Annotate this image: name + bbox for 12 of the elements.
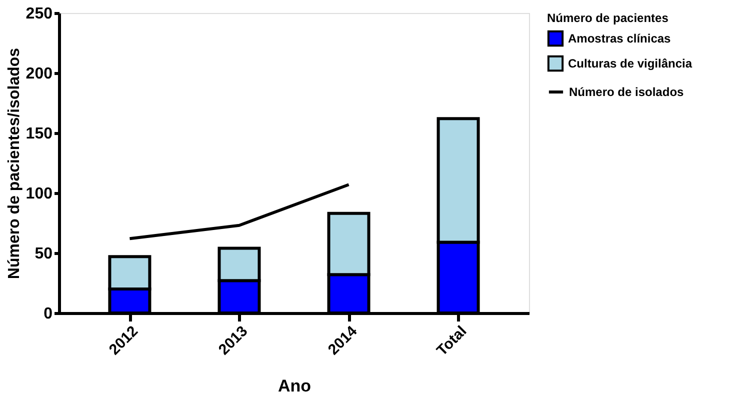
- y-tick-label: 150: [26, 126, 53, 142]
- y-tick-label: 0: [44, 306, 53, 322]
- legend-label: Número de isolados: [569, 85, 684, 99]
- x-axis-title: Ano: [278, 376, 312, 396]
- y-tick-label: 250: [26, 6, 53, 22]
- y-tick-label: 50: [34, 246, 53, 262]
- legend-title: Número de pacientes: [547, 11, 669, 25]
- y-axis-title: Número de pacientes/isolados: [6, 48, 23, 280]
- y-tick-label: 100: [26, 186, 53, 202]
- y-tick-label: 200: [26, 66, 53, 82]
- legend-label: Culturas de vigilância: [568, 56, 692, 70]
- legend-label: Amostras clínicas: [568, 32, 672, 46]
